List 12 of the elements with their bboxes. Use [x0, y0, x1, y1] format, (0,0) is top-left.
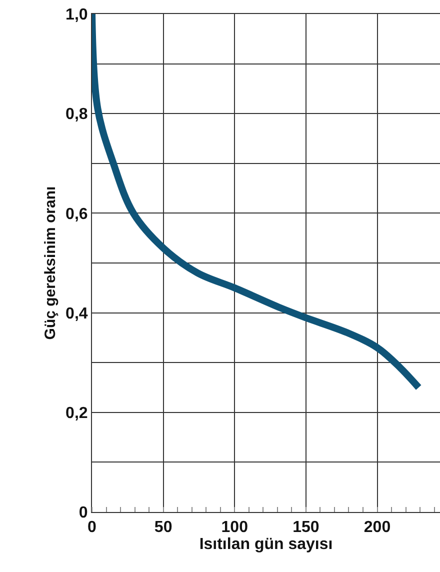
y-tick-label: 0,8 [66, 106, 88, 124]
x-tick-label: 100 [221, 519, 248, 536]
y-axis-title: Güç gereksinim oranı [42, 186, 59, 340]
x-tick-label: 50 [154, 519, 172, 536]
x-tick-label: 200 [364, 519, 391, 536]
y-tick-label: 1,0 [66, 6, 88, 24]
x-axis-title: Isıtılan gün sayısı [199, 536, 333, 554]
x-tick-label: 150 [292, 519, 320, 536]
y-tick-label: 0,6 [66, 206, 88, 223]
y-tick-label: 0,4 [66, 305, 88, 322]
y-tick-label: 0,2 [66, 405, 88, 422]
y-tick-label: 0 [78, 504, 88, 522]
